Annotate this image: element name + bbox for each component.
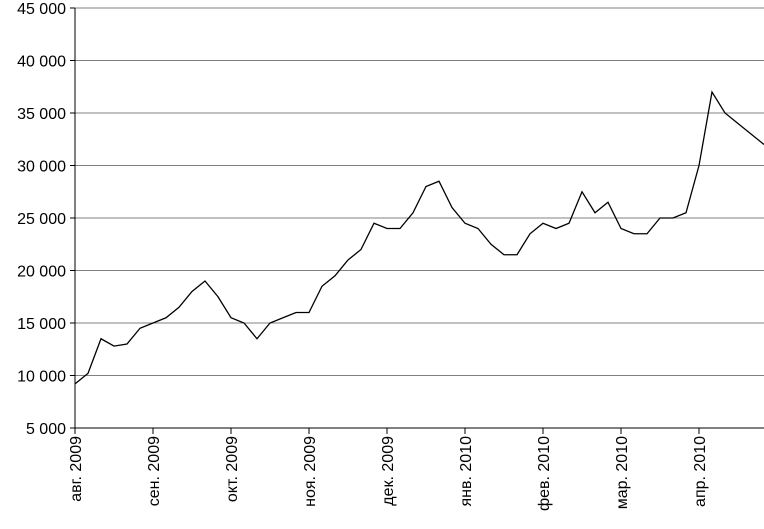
x-tick-label: апр. 2010 bbox=[692, 436, 709, 507]
x-tick-label: фев. 2010 bbox=[536, 436, 553, 511]
x-tick-label: авг. 2009 bbox=[68, 436, 85, 502]
x-tick-label: дек. 2009 bbox=[380, 436, 397, 506]
price-line bbox=[74, 90, 764, 385]
y-tick-label: 5 000 bbox=[26, 421, 66, 438]
x-tick-label: окт. 2009 bbox=[224, 436, 241, 502]
x-tick-label: янв. 2010 bbox=[458, 436, 475, 507]
x-tick-label: сен. 2009 bbox=[146, 436, 163, 506]
y-tick-label: 35 000 bbox=[17, 106, 66, 123]
x-tick-label: ноя. 2009 bbox=[302, 436, 319, 507]
y-tick-label: 20 000 bbox=[17, 264, 66, 281]
x-tick-label: мар. 2010 bbox=[614, 436, 631, 509]
y-tick-label: 25 000 bbox=[17, 211, 66, 228]
y-tick-label: 10 000 bbox=[17, 369, 66, 386]
y-tick-label: 40 000 bbox=[17, 54, 66, 71]
y-tick-label: 15 000 bbox=[17, 316, 66, 333]
y-tick-label: 30 000 bbox=[17, 159, 66, 176]
y-tick-label: 45 000 bbox=[17, 1, 66, 18]
